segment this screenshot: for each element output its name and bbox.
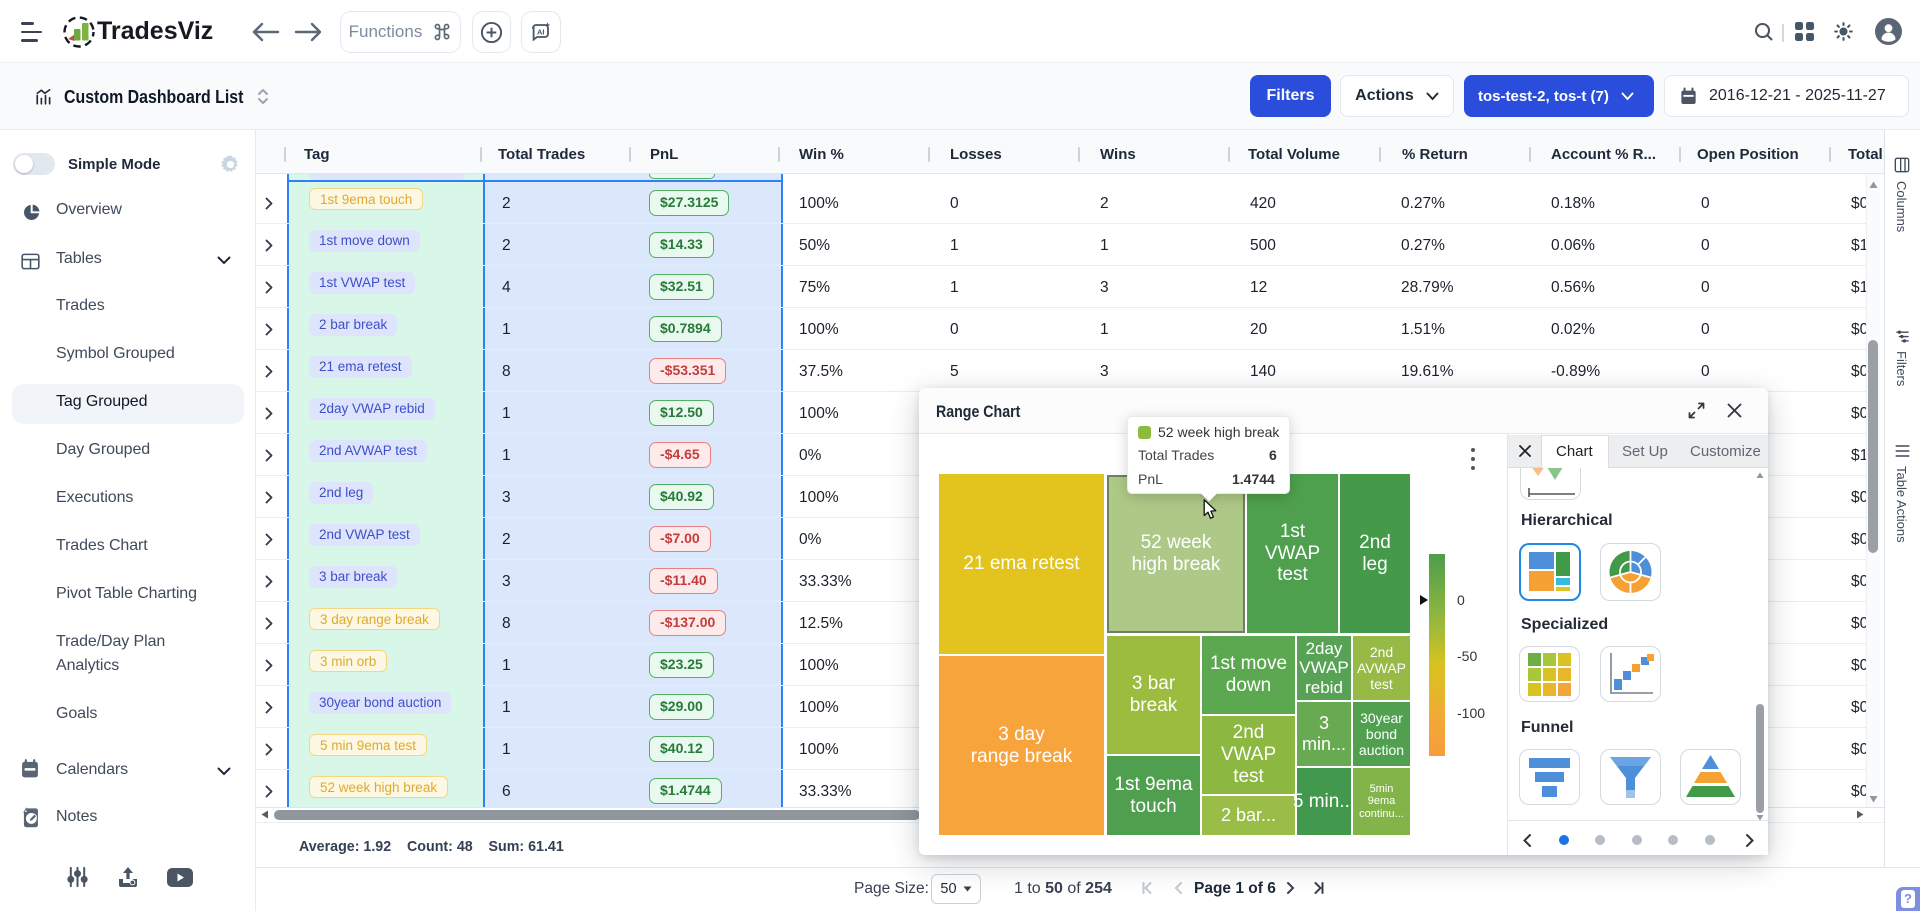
svg-text:AI: AI	[537, 28, 545, 37]
